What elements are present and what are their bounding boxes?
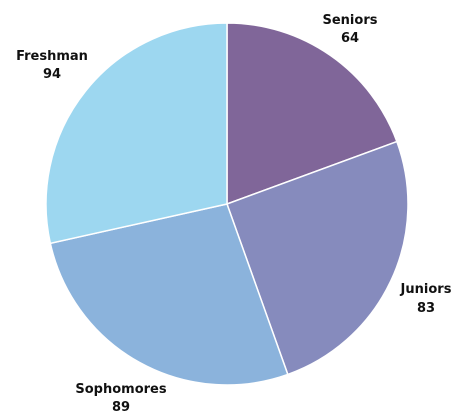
data-label-freshman-value: 94 xyxy=(43,67,61,82)
pie-slice-seniors xyxy=(226,22,398,206)
pie-slice-juniors xyxy=(226,140,409,376)
data-label-juniors-name: Juniors xyxy=(400,282,452,297)
data-label-juniors-value: 83 xyxy=(417,301,435,316)
data-label-seniors-value: 64 xyxy=(341,31,359,46)
pie-slices xyxy=(45,22,409,386)
data-label-sophomores-name: Sophomores xyxy=(75,382,166,397)
data-label-seniors-name: Seniors xyxy=(323,13,378,28)
pie-slice-freshman xyxy=(45,22,228,245)
data-label-sophomores-value: 89 xyxy=(112,400,130,412)
pie-slice-sophomores xyxy=(49,203,289,386)
pie-data-labels: Seniors 64 Juniors 83 Sophomores 89 Fres… xyxy=(16,13,452,412)
data-label-freshman-name: Freshman xyxy=(16,49,88,64)
